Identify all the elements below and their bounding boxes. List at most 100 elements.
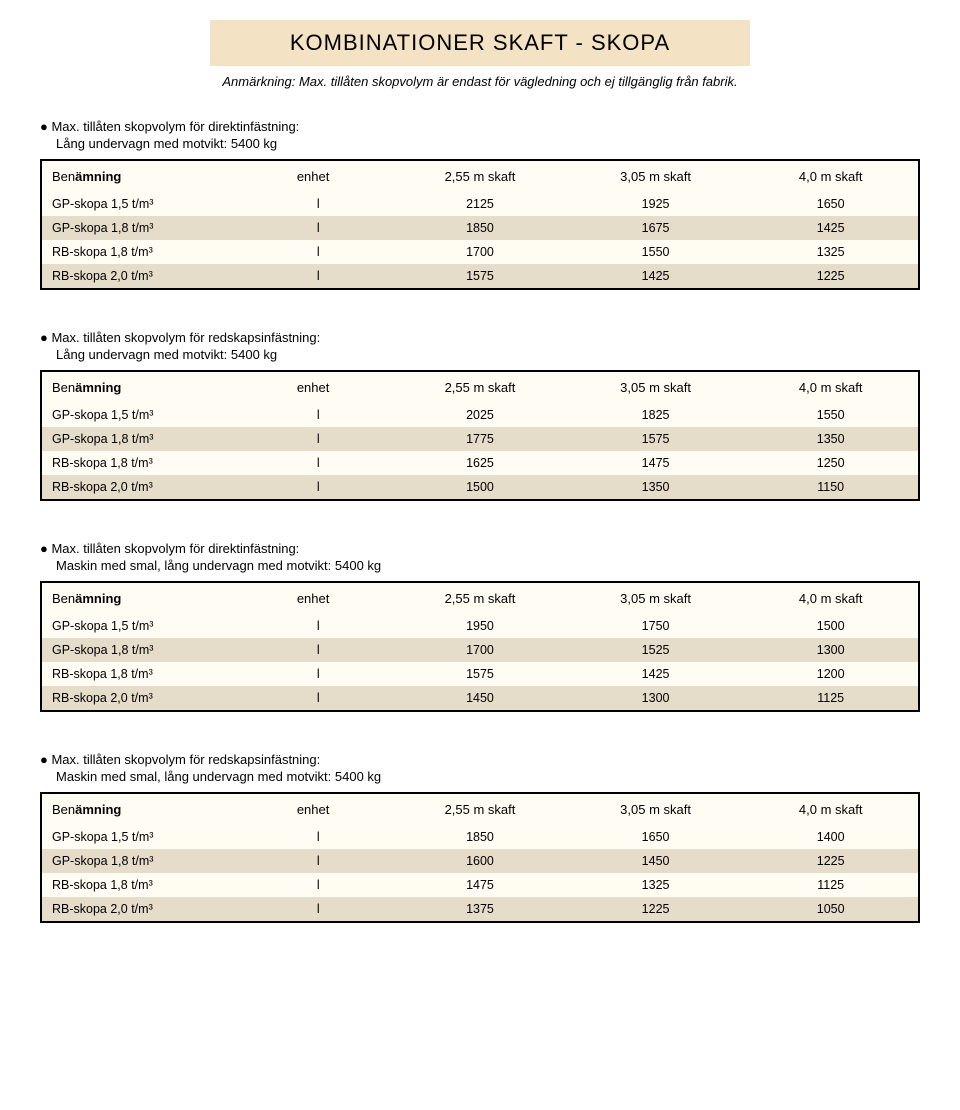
section-subheading: Lång undervagn med motvikt: 5400 kg (56, 347, 920, 362)
col-header: enhet (287, 793, 392, 825)
row-unit: l (287, 192, 392, 216)
col-header-benamning: Benämning (41, 371, 287, 403)
cell-value: 1350 (568, 475, 744, 500)
cell-value: 1600 (392, 849, 568, 873)
row-unit: l (287, 897, 392, 922)
section-heading: ● Max. tillåten skopvolym för redskapsin… (40, 752, 920, 767)
data-table: Benämningenhet2,55 m skaft3,05 m skaft4,… (40, 159, 920, 290)
cell-value: 1425 (743, 216, 919, 240)
row-label: GP-skopa 1,5 t/m³ (41, 614, 287, 638)
table-row: GP-skopa 1,8 t/m³l170015251300 (41, 638, 919, 662)
row-label: GP-skopa 1,8 t/m³ (41, 638, 287, 662)
row-label: RB-skopa 1,8 t/m³ (41, 873, 287, 897)
row-label: RB-skopa 2,0 t/m³ (41, 475, 287, 500)
col-header-benamning: Benämning (41, 582, 287, 614)
table-row: GP-skopa 1,5 t/m³l212519251650 (41, 192, 919, 216)
cell-value: 1325 (568, 873, 744, 897)
col-header: enhet (287, 160, 392, 192)
col-header: 4,0 m skaft (743, 793, 919, 825)
table-row: RB-skopa 1,8 t/m³l162514751250 (41, 451, 919, 475)
cell-value: 1125 (743, 873, 919, 897)
row-unit: l (287, 825, 392, 849)
page-subtitle: Anmärkning: Max. tillåten skopvolym är e… (40, 74, 920, 89)
cell-value: 1475 (568, 451, 744, 475)
table-row: GP-skopa 1,5 t/m³l185016501400 (41, 825, 919, 849)
cell-value: 1425 (568, 662, 744, 686)
cell-value: 1450 (568, 849, 744, 873)
row-label: GP-skopa 1,5 t/m³ (41, 192, 287, 216)
cell-value: 1225 (743, 849, 919, 873)
cell-value: 1850 (392, 825, 568, 849)
cell-value: 1150 (743, 475, 919, 500)
table-row: RB-skopa 2,0 t/m³l157514251225 (41, 264, 919, 289)
row-label: RB-skopa 1,8 t/m³ (41, 451, 287, 475)
col-header: 2,55 m skaft (392, 371, 568, 403)
cell-value: 1425 (568, 264, 744, 289)
cell-value: 2025 (392, 403, 568, 427)
cell-value: 1525 (568, 638, 744, 662)
row-unit: l (287, 614, 392, 638)
row-unit: l (287, 240, 392, 264)
cell-value: 1125 (743, 686, 919, 711)
row-unit: l (287, 451, 392, 475)
cell-value: 1950 (392, 614, 568, 638)
col-header: 4,0 m skaft (743, 371, 919, 403)
row-unit: l (287, 427, 392, 451)
row-unit: l (287, 638, 392, 662)
cell-value: 1500 (392, 475, 568, 500)
col-header: 2,55 m skaft (392, 582, 568, 614)
cell-value: 1700 (392, 240, 568, 264)
table-row: GP-skopa 1,8 t/m³l160014501225 (41, 849, 919, 873)
row-label: RB-skopa 2,0 t/m³ (41, 897, 287, 922)
table-row: RB-skopa 1,8 t/m³l170015501325 (41, 240, 919, 264)
cell-value: 1650 (568, 825, 744, 849)
cell-value: 1700 (392, 638, 568, 662)
page-title: KOMBINATIONER SKAFT - SKOPA (210, 20, 750, 66)
col-header: enhet (287, 582, 392, 614)
cell-value: 1225 (743, 264, 919, 289)
cell-value: 1775 (392, 427, 568, 451)
col-header-benamning: Benämning (41, 160, 287, 192)
row-unit: l (287, 216, 392, 240)
section-subheading: Lång undervagn med motvikt: 5400 kg (56, 136, 920, 151)
cell-value: 1225 (568, 897, 744, 922)
cell-value: 1050 (743, 897, 919, 922)
table-row: RB-skopa 1,8 t/m³l147513251125 (41, 873, 919, 897)
table-row: RB-skopa 2,0 t/m³l150013501150 (41, 475, 919, 500)
cell-value: 1250 (743, 451, 919, 475)
cell-value: 1675 (568, 216, 744, 240)
row-unit: l (287, 662, 392, 686)
row-unit: l (287, 475, 392, 500)
col-header: 2,55 m skaft (392, 793, 568, 825)
cell-value: 1350 (743, 427, 919, 451)
cell-value: 1550 (743, 403, 919, 427)
col-header: 4,0 m skaft (743, 582, 919, 614)
cell-value: 1825 (568, 403, 744, 427)
row-label: GP-skopa 1,5 t/m³ (41, 825, 287, 849)
row-unit: l (287, 264, 392, 289)
cell-value: 1450 (392, 686, 568, 711)
col-header: 3,05 m skaft (568, 371, 744, 403)
col-header: 3,05 m skaft (568, 793, 744, 825)
data-table: Benämningenhet2,55 m skaft3,05 m skaft4,… (40, 581, 920, 712)
table-row: RB-skopa 2,0 t/m³l145013001125 (41, 686, 919, 711)
cell-value: 1650 (743, 192, 919, 216)
row-unit: l (287, 873, 392, 897)
cell-value: 1400 (743, 825, 919, 849)
table-row: RB-skopa 1,8 t/m³l157514251200 (41, 662, 919, 686)
col-header: 2,55 m skaft (392, 160, 568, 192)
col-header-benamning: Benämning (41, 793, 287, 825)
row-unit: l (287, 403, 392, 427)
cell-value: 1850 (392, 216, 568, 240)
table-row: GP-skopa 1,5 t/m³l202518251550 (41, 403, 919, 427)
cell-value: 1475 (392, 873, 568, 897)
table-row: GP-skopa 1,8 t/m³l185016751425 (41, 216, 919, 240)
col-header: 3,05 m skaft (568, 160, 744, 192)
table-row: GP-skopa 1,5 t/m³l195017501500 (41, 614, 919, 638)
cell-value: 1550 (568, 240, 744, 264)
section-heading: ● Max. tillåten skopvolym för redskapsin… (40, 330, 920, 345)
row-unit: l (287, 686, 392, 711)
cell-value: 1500 (743, 614, 919, 638)
cell-value: 1375 (392, 897, 568, 922)
row-label: RB-skopa 2,0 t/m³ (41, 686, 287, 711)
